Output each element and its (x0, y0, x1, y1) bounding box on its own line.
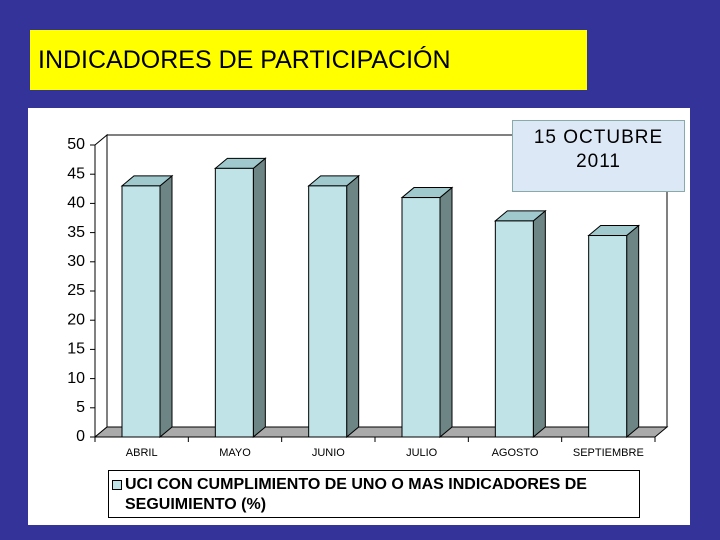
y-tick-label: 5 (76, 399, 85, 416)
y-tick-label: 0 (76, 428, 85, 445)
bar-side (159, 174, 173, 439)
y-tick-label: 45 (67, 165, 85, 182)
y-tick-label: 25 (67, 282, 85, 299)
bar-side (252, 157, 266, 439)
y-tick-label: 15 (67, 341, 85, 358)
bar (308, 185, 348, 438)
y-tick-label: 10 (67, 370, 85, 387)
annotation: 15 OCTUBRE 2011 (512, 120, 685, 192)
bar (401, 197, 441, 438)
bar-side (626, 224, 640, 439)
slide-title: INDICADORES DE PARTICIPACIÓN (30, 30, 587, 90)
side-wall (94, 133, 108, 439)
x-tick-label: SEPTIEMBRE (573, 447, 644, 459)
y-tick-label: 40 (67, 195, 85, 212)
bar (214, 167, 254, 438)
x-tick-label: AGOSTO (492, 447, 539, 459)
legend-swatch (112, 480, 122, 490)
x-tick-label: JULIO (406, 447, 438, 459)
bar (121, 185, 161, 438)
legend: UCI CON CUMPLIMIENTO DE UNO O MAS INDICA… (108, 470, 640, 518)
bar (588, 235, 628, 438)
floor (93, 426, 669, 438)
y-tick-label: 30 (67, 253, 85, 270)
y-tick-label: 50 (67, 136, 85, 153)
bar (494, 220, 534, 438)
bar-side (439, 186, 453, 439)
bar-side (532, 209, 546, 439)
x-tick-label: MAYO (219, 447, 251, 459)
x-tick-label: ABRIL (126, 447, 158, 459)
y-tick-label: 35 (67, 224, 85, 241)
legend-label: UCI CON CUMPLIMIENTO DE UNO O MAS INDICA… (125, 476, 587, 513)
y-tick-label: 20 (67, 311, 85, 328)
x-tick-label: JUNIO (312, 447, 345, 459)
bar-side (346, 174, 360, 439)
